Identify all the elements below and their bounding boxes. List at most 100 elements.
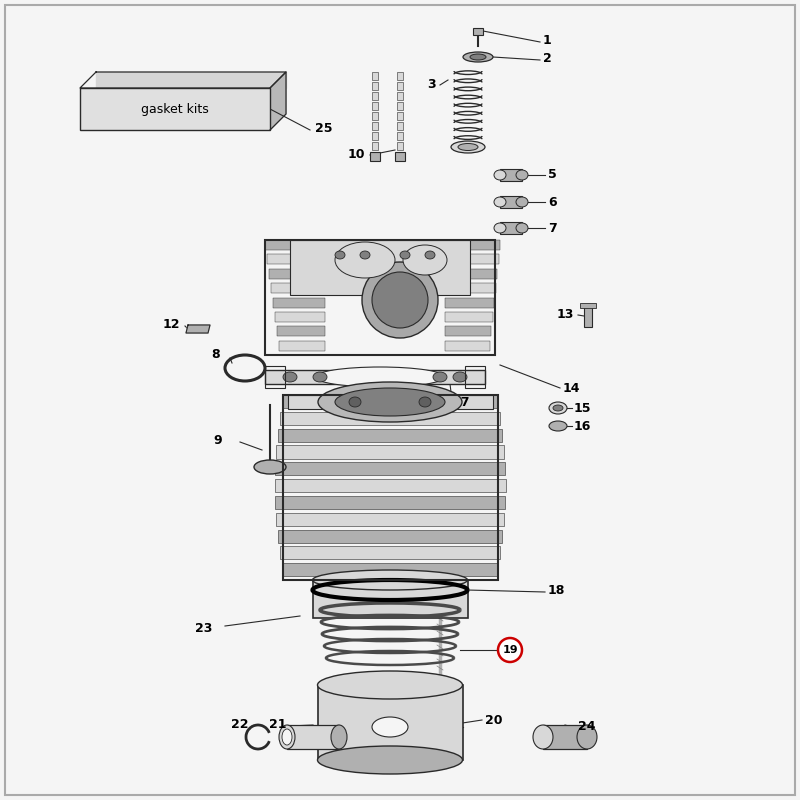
Ellipse shape [372,717,408,737]
Bar [445,240,500,250]
Bar [80,88,270,130]
Text: 3: 3 [427,78,436,90]
Bar [318,685,462,760]
Bar [278,530,502,542]
Bar [275,312,325,322]
Bar [473,28,483,35]
Bar [275,462,505,475]
Bar [370,152,380,161]
Text: 13: 13 [557,307,574,321]
Bar [269,269,325,279]
Text: gasket kits: gasket kits [141,102,209,115]
Ellipse shape [451,141,485,153]
Text: 10: 10 [347,147,365,161]
Text: 21: 21 [270,718,287,730]
Bar [445,298,494,307]
Ellipse shape [533,725,553,749]
Bar [584,305,592,327]
Ellipse shape [470,54,486,60]
Ellipse shape [254,460,286,474]
Bar [287,725,339,749]
Text: 1: 1 [543,34,552,47]
Ellipse shape [335,388,445,416]
Circle shape [498,638,522,662]
Ellipse shape [315,367,445,387]
Text: 8: 8 [211,349,220,362]
Ellipse shape [318,382,462,422]
Ellipse shape [463,52,493,62]
Ellipse shape [494,223,506,233]
Ellipse shape [372,272,428,328]
Bar [397,112,403,120]
Text: 15: 15 [574,402,591,414]
Bar [395,152,405,161]
Text: 12: 12 [162,318,180,330]
Bar [271,283,325,293]
Ellipse shape [419,397,431,407]
Bar [267,254,325,265]
Bar [277,326,325,336]
Ellipse shape [549,402,567,414]
Bar [445,326,491,336]
Bar [265,366,285,388]
Polygon shape [270,72,286,130]
Bar [313,580,467,618]
Text: 25: 25 [315,122,333,134]
Bar [274,479,506,492]
Text: 20: 20 [485,714,502,726]
Ellipse shape [283,372,297,382]
Ellipse shape [453,372,467,382]
Bar [372,72,378,80]
Bar [397,92,403,100]
Bar [372,122,378,130]
Text: 9: 9 [214,434,222,446]
Text: 16: 16 [574,419,591,433]
Text: 22: 22 [230,718,248,730]
Bar [276,513,504,526]
Text: 2: 2 [543,53,552,66]
Bar [397,142,403,150]
Bar [290,240,470,295]
Ellipse shape [335,242,395,278]
Ellipse shape [282,729,292,745]
Bar [372,102,378,110]
Text: 6: 6 [548,195,557,209]
Bar [265,240,495,355]
Ellipse shape [313,372,327,382]
Bar [397,82,403,90]
Bar [280,412,500,425]
Text: 19: 19 [502,645,518,655]
Bar [445,269,497,279]
Bar [275,496,505,509]
Bar [500,169,522,181]
Text: 18: 18 [548,585,566,598]
Bar [397,132,403,140]
Text: 7: 7 [548,222,557,234]
Bar [372,92,378,100]
Polygon shape [96,72,286,88]
Ellipse shape [549,421,567,431]
Bar [276,446,504,458]
Bar [397,72,403,80]
Text: 17: 17 [453,395,470,409]
Bar [372,112,378,120]
Ellipse shape [494,170,506,180]
Bar [445,341,490,350]
Ellipse shape [335,251,345,259]
Bar [265,240,325,250]
Bar [500,222,522,234]
Ellipse shape [403,245,447,275]
Bar [282,395,498,580]
Bar [580,303,596,308]
Ellipse shape [331,725,347,749]
Bar [273,298,325,307]
Bar [287,395,493,409]
Ellipse shape [553,405,563,411]
Bar [282,563,498,576]
Text: 5: 5 [548,169,557,182]
Text: 23: 23 [194,622,212,634]
Ellipse shape [494,197,506,207]
Ellipse shape [279,725,295,749]
Text: 24: 24 [578,721,595,734]
Bar [500,196,522,208]
